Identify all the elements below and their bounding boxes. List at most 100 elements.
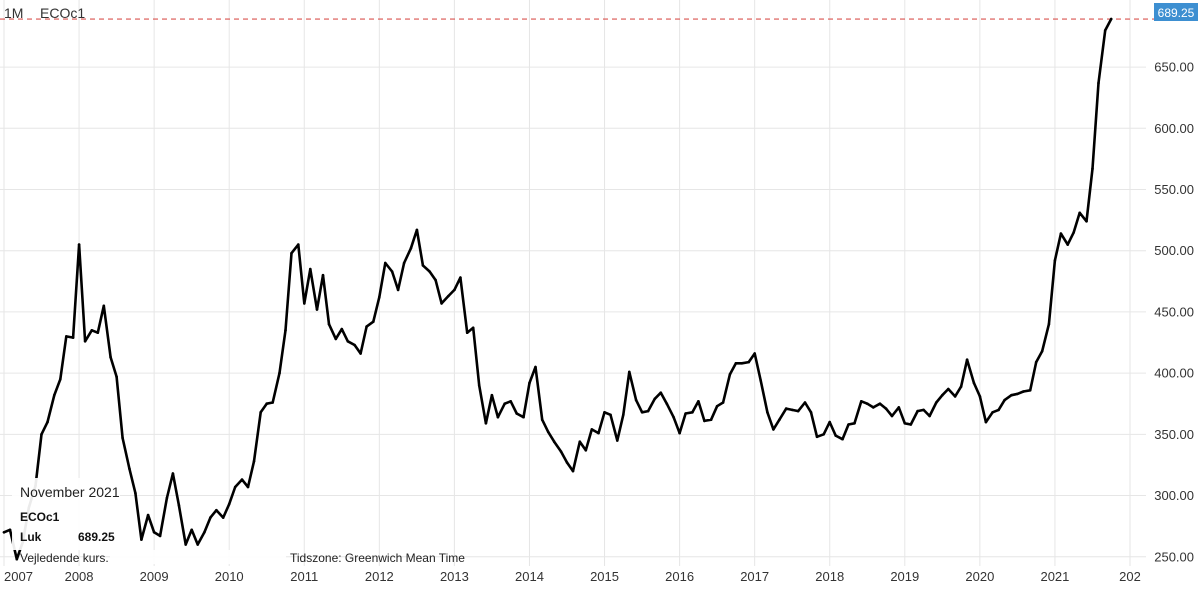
data-point	[503, 402, 507, 406]
data-point	[790, 408, 794, 412]
data-point	[477, 384, 481, 387]
data-point	[941, 393, 944, 397]
data-point	[459, 276, 462, 279]
data-point	[203, 531, 206, 534]
data-point	[309, 267, 312, 271]
data-point	[515, 412, 518, 415]
data-point	[1040, 349, 1044, 353]
data-point	[922, 408, 925, 412]
data-point	[659, 391, 663, 395]
data-point	[115, 375, 118, 379]
y-tick-label: 450.00	[1154, 304, 1194, 319]
data-point	[759, 379, 762, 382]
data-point	[15, 557, 19, 561]
data-point	[1109, 17, 1113, 21]
data-point	[1097, 81, 1100, 85]
data-point	[866, 402, 869, 406]
data-point	[972, 381, 976, 385]
data-point	[1091, 167, 1094, 170]
data-point	[796, 409, 800, 413]
data-point	[1085, 220, 1088, 223]
data-point	[1028, 389, 1032, 392]
data-point	[290, 251, 293, 255]
data-point	[753, 352, 756, 355]
data-point	[853, 422, 856, 425]
data-point	[565, 461, 569, 464]
data-point	[365, 325, 368, 328]
data-point	[396, 288, 400, 292]
data-point	[171, 472, 175, 475]
data-point	[59, 378, 62, 381]
data-point	[703, 419, 706, 423]
data-point	[646, 409, 650, 413]
data-point	[903, 422, 907, 425]
data-point	[359, 352, 362, 355]
y-tick-label: 650.00	[1154, 60, 1194, 75]
data-point	[678, 431, 681, 435]
data-point	[640, 411, 644, 414]
data-point	[528, 381, 531, 385]
data-point	[271, 401, 275, 404]
data-point	[884, 407, 888, 410]
data-point	[184, 543, 187, 546]
data-point	[878, 402, 882, 406]
x-tick-label: 2007	[4, 569, 33, 584]
data-point	[584, 449, 588, 452]
data-point	[265, 402, 269, 406]
data-point	[872, 406, 875, 409]
data-point	[1059, 232, 1063, 235]
data-point	[778, 418, 781, 422]
data-point	[409, 247, 413, 250]
x-tick-label: 2013	[440, 569, 469, 584]
data-point	[984, 420, 988, 424]
data-point	[90, 329, 94, 332]
data-point	[1016, 392, 1019, 396]
data-point	[697, 400, 700, 403]
data-point	[346, 340, 350, 343]
data-point	[546, 430, 550, 434]
data-point	[102, 304, 106, 308]
x-tick-label: 2017	[740, 569, 769, 584]
x-tick-label: 2011	[290, 569, 318, 584]
data-point	[815, 435, 819, 439]
data-point	[240, 478, 244, 481]
data-point	[603, 411, 606, 414]
data-point	[803, 401, 807, 404]
data-point	[384, 261, 387, 265]
data-point	[484, 422, 488, 425]
data-point	[1022, 390, 1025, 393]
info-close-label: Luk	[20, 530, 42, 544]
data-point	[997, 408, 1000, 412]
data-point	[552, 440, 556, 444]
data-point	[597, 431, 600, 435]
data-point	[490, 393, 494, 397]
data-point	[909, 423, 913, 426]
data-point	[616, 439, 619, 442]
y-tick-label: 500.00	[1154, 243, 1194, 258]
info-month: November 2021	[20, 484, 120, 500]
x-tick-label: 2010	[215, 569, 244, 584]
data-point	[372, 320, 375, 324]
interval-label[interactable]: 1M	[4, 5, 23, 21]
data-point	[1103, 29, 1107, 32]
data-point	[684, 412, 687, 415]
data-point	[421, 264, 425, 267]
data-point	[522, 415, 525, 419]
y-tick-label: 350.00	[1154, 427, 1194, 442]
data-point	[165, 496, 169, 500]
data-point	[628, 370, 631, 374]
data-point	[77, 243, 81, 246]
data-point	[991, 411, 994, 414]
x-tick-label: 2012	[365, 569, 394, 584]
data-point	[734, 362, 738, 365]
x-tick-label: 2021	[1040, 569, 1069, 584]
data-point	[121, 436, 124, 440]
data-point	[609, 413, 612, 417]
info-timezone: Tidszone: Greenwich Mean Time	[290, 551, 465, 565]
data-point	[953, 395, 957, 398]
series-line	[2, 17, 1113, 561]
data-point	[259, 411, 263, 414]
data-point	[321, 273, 325, 277]
data-point	[190, 528, 193, 532]
data-point	[890, 414, 894, 418]
